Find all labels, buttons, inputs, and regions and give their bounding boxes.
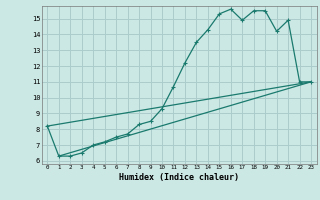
- X-axis label: Humidex (Indice chaleur): Humidex (Indice chaleur): [119, 173, 239, 182]
